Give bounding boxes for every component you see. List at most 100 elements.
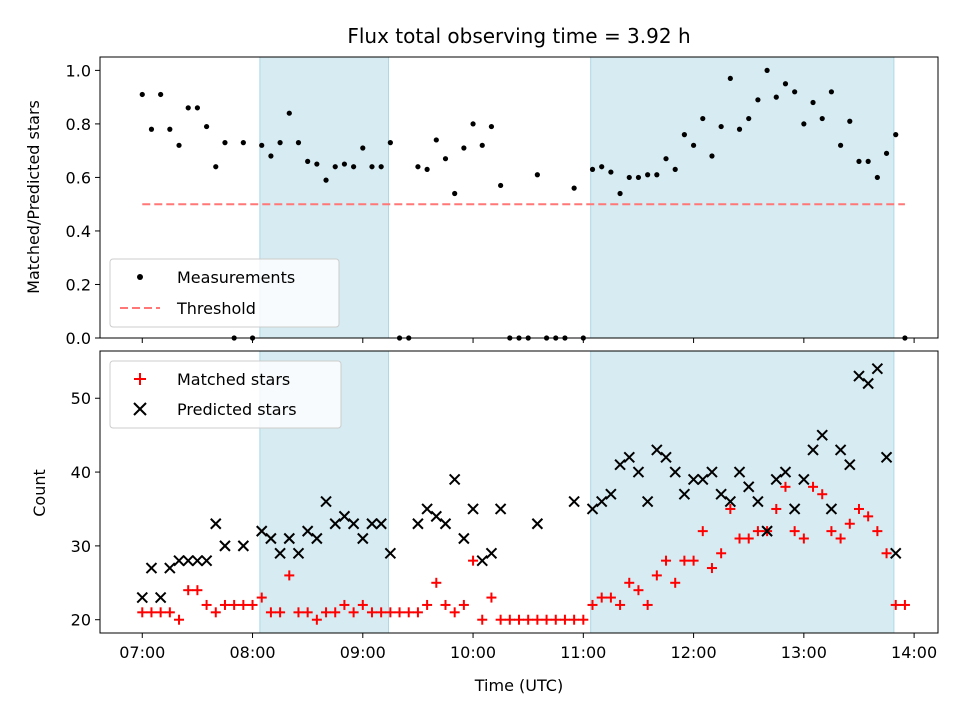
measurements-point <box>874 174 880 181</box>
matched-stars-point <box>844 518 855 529</box>
matched-stars-point <box>330 607 341 618</box>
measurements-point <box>203 123 210 130</box>
top-axes-frame <box>99 56 939 339</box>
matched-stars-point <box>210 607 221 618</box>
predicted-stars-point <box>494 503 507 515</box>
measurements-point <box>470 121 476 127</box>
predicted-stars-point <box>614 458 626 471</box>
matched-stars-point <box>624 577 635 588</box>
measurements-point <box>571 185 577 191</box>
predicted-stars-point <box>200 554 213 567</box>
matched-stars-point <box>192 585 203 596</box>
measurements-point <box>286 110 292 116</box>
legend-marker-predicted-stars <box>133 402 147 416</box>
matched-stars-point <box>771 503 782 514</box>
predicted-stars-point <box>798 473 810 486</box>
top-y-axis-label: Matched/Predicted stars <box>24 100 43 294</box>
predicted-stars-point <box>256 525 268 537</box>
matched-stars-point <box>605 592 616 603</box>
predicted-stars-point <box>697 473 709 486</box>
matched-stars-point <box>679 555 690 566</box>
predicted-stars-point <box>825 503 838 515</box>
measurements-point <box>332 164 338 170</box>
matched-stars-point <box>780 481 791 492</box>
predicted-stars-point <box>375 518 387 530</box>
measurements-point <box>305 158 311 164</box>
measurements-point <box>158 91 164 98</box>
x-tick-label: 11:00 <box>560 643 606 662</box>
predicted-stars-point <box>154 591 167 604</box>
bottom-shaded-interval-2 <box>590 351 894 633</box>
measurements-point <box>672 166 678 172</box>
predicted-stars-point <box>439 518 452 530</box>
matched-stars-point <box>863 511 874 522</box>
top-y-tick-label: 1.0 <box>66 61 91 80</box>
measurements-point <box>222 140 228 146</box>
predicted-stars-point <box>752 495 764 508</box>
matched-stars-point <box>743 533 754 544</box>
matched-stars-point <box>688 555 699 566</box>
matched-stars-point <box>155 607 166 618</box>
measurements-point <box>727 75 733 82</box>
x-tick-label: 14:00 <box>891 643 937 662</box>
measurements-point <box>268 153 274 159</box>
predicted-stars-point <box>357 532 369 545</box>
measurements-point <box>479 142 485 148</box>
matched-stars-point <box>422 599 433 610</box>
predicted-stars-point <box>844 458 856 471</box>
matched-stars-point <box>872 526 883 537</box>
x-axis-label: Time (UTC) <box>474 676 563 695</box>
matched-stars-point <box>339 599 350 610</box>
measurements-point <box>746 115 752 122</box>
predicted-stars-point <box>320 495 332 508</box>
matched-stars-point <box>615 599 626 610</box>
measurements-point <box>654 172 660 178</box>
matched-stars-point <box>642 599 653 610</box>
predicted-stars-point <box>467 503 479 515</box>
measurements-point <box>461 145 467 151</box>
matched-stars-point <box>164 607 175 618</box>
predicted-stars-point <box>706 466 718 478</box>
matched-stars-point <box>247 599 258 610</box>
measurements-point <box>828 89 835 95</box>
legend-label-predicted-stars: Predicted stars <box>177 400 297 419</box>
matched-stars-point <box>578 614 589 625</box>
predicted-stars-point <box>834 444 847 456</box>
measurements-point <box>764 67 770 73</box>
predicted-stars-point <box>669 466 681 478</box>
matched-stars-point <box>183 585 194 596</box>
matched-stars-point <box>826 526 837 537</box>
measurements-point <box>415 164 421 170</box>
predicted-stars-point <box>641 495 654 508</box>
measurements-point <box>635 174 642 181</box>
predicted-stars-point <box>448 473 461 486</box>
predicted-stars-point <box>219 540 231 552</box>
measurements-point <box>663 156 669 162</box>
matched-stars-point <box>596 592 607 603</box>
predicted-stars-point <box>210 518 222 530</box>
matched-stars-point <box>275 607 286 618</box>
measurements-point <box>626 174 632 181</box>
predicted-stars-point <box>476 554 488 567</box>
matched-stars-point <box>449 607 460 618</box>
predicted-stars-point <box>366 518 378 530</box>
predicted-stars-point <box>301 525 314 537</box>
matched-stars-point <box>238 599 249 610</box>
measurements-point <box>534 172 540 178</box>
measurements-point <box>690 142 697 148</box>
predicted-stars-point <box>651 444 663 456</box>
predicted-stars-point <box>880 451 893 464</box>
predicted-stars-point <box>890 547 902 559</box>
measurements-point <box>709 153 715 159</box>
matched-stars-point <box>881 548 892 559</box>
predicted-stars-point <box>715 488 727 500</box>
matched-stars-point <box>357 599 368 610</box>
matched-stars-point <box>477 614 488 625</box>
matched-stars-point <box>651 570 662 581</box>
predicted-stars-point <box>292 547 305 559</box>
bottom-y-tick-label: 20 <box>71 611 91 630</box>
predicted-stars-point <box>145 562 158 574</box>
predicted-stars-point <box>853 370 865 382</box>
predicted-stars-point <box>687 473 700 486</box>
predicted-stars-point <box>173 554 185 567</box>
